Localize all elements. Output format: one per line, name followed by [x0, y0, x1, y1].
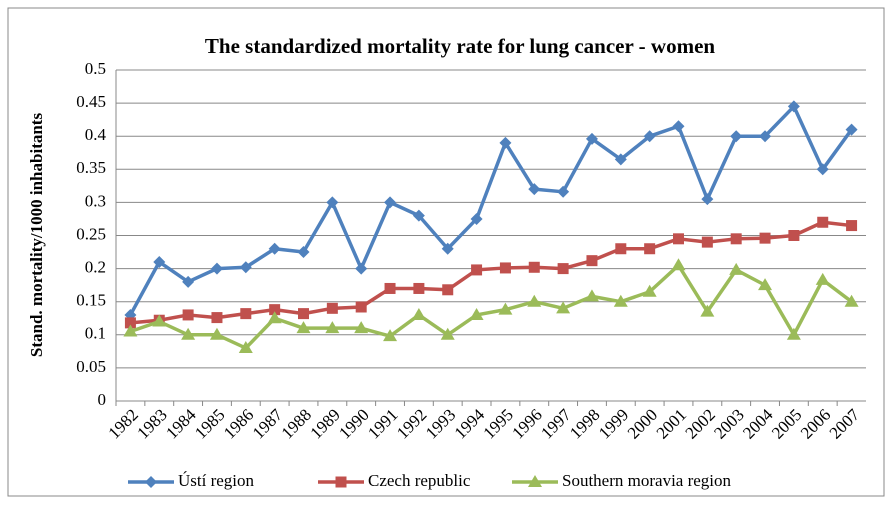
marker [335, 476, 347, 488]
marker [326, 196, 339, 209]
marker [672, 120, 685, 133]
y-axis-label: Stand. mortality/1000 inhabitants [27, 113, 46, 358]
marker [123, 324, 138, 337]
marker [844, 294, 859, 307]
marker [413, 282, 425, 294]
legend-label: Southern moravia region [562, 471, 732, 490]
y-tick-label: 0.15 [76, 291, 106, 310]
marker [845, 123, 858, 136]
marker [817, 216, 829, 228]
marker [701, 236, 713, 248]
marker [296, 321, 311, 334]
legend-label: Ústí region [178, 471, 255, 490]
marker [528, 261, 540, 273]
marker [527, 294, 542, 307]
marker [815, 272, 830, 285]
marker [613, 294, 628, 307]
marker [528, 475, 542, 487]
marker [298, 308, 309, 320]
marker [786, 327, 801, 340]
marker [145, 476, 157, 488]
marker [759, 130, 772, 143]
marker [440, 327, 455, 340]
marker [759, 232, 771, 244]
y-tick-label: 0.05 [76, 357, 106, 376]
marker [758, 278, 773, 291]
marker [267, 311, 282, 324]
y-tick-label: 0.25 [76, 224, 106, 243]
marker [557, 263, 569, 275]
y-tick-label: 0.2 [85, 258, 106, 277]
marker [269, 304, 281, 316]
legend-label: Czech republic [368, 471, 471, 490]
marker [239, 261, 252, 274]
marker [816, 163, 829, 176]
marker [411, 307, 426, 320]
marker [557, 185, 570, 198]
marker [499, 136, 512, 149]
marker [209, 327, 224, 340]
marker [471, 264, 483, 276]
marker [730, 130, 743, 143]
marker [152, 314, 167, 327]
y-tick-label: 0.45 [76, 92, 106, 111]
marker [181, 327, 196, 340]
marker [787, 100, 800, 113]
marker [498, 302, 513, 315]
marker [326, 302, 338, 314]
marker [673, 233, 684, 245]
marker [614, 153, 627, 166]
marker [325, 321, 340, 334]
marker [384, 282, 396, 294]
marker [642, 284, 657, 297]
marker [700, 304, 715, 317]
marker [644, 243, 656, 255]
y-tick-label: 0 [98, 390, 107, 409]
marker [238, 341, 253, 354]
marker [586, 255, 598, 267]
marker [556, 301, 571, 314]
marker [788, 230, 800, 241]
marker [210, 262, 223, 275]
marker [153, 255, 166, 268]
marker [585, 132, 598, 145]
marker [442, 284, 454, 296]
marker [470, 212, 483, 225]
marker [615, 243, 627, 255]
marker [729, 262, 744, 275]
marker [701, 193, 714, 206]
marker [124, 317, 136, 329]
chart-title: The standardized mortality rate for lung… [205, 34, 715, 58]
y-tick-label: 0.3 [85, 191, 106, 210]
marker [730, 233, 742, 245]
marker [182, 275, 195, 288]
marker [211, 312, 223, 324]
marker [412, 209, 425, 222]
marker [384, 196, 397, 209]
marker [354, 321, 369, 334]
marker [528, 183, 541, 196]
marker [355, 301, 367, 313]
series-line [128, 104, 853, 316]
marker [469, 307, 484, 320]
marker [383, 329, 398, 342]
marker [584, 289, 599, 302]
marker [297, 246, 310, 259]
series-line [129, 263, 853, 350]
marker [671, 258, 686, 271]
marker [355, 262, 368, 275]
marker [240, 308, 252, 320]
marker [268, 242, 281, 255]
marker [846, 220, 858, 232]
marker [441, 242, 454, 255]
marker [182, 309, 194, 321]
y-tick-label: 0.1 [85, 324, 106, 343]
marker [499, 262, 511, 274]
y-tick-label: 0.5 [85, 59, 106, 78]
y-tick-label: 0.4 [85, 125, 107, 144]
marker [643, 130, 656, 143]
y-tick-label: 0.35 [76, 158, 106, 177]
